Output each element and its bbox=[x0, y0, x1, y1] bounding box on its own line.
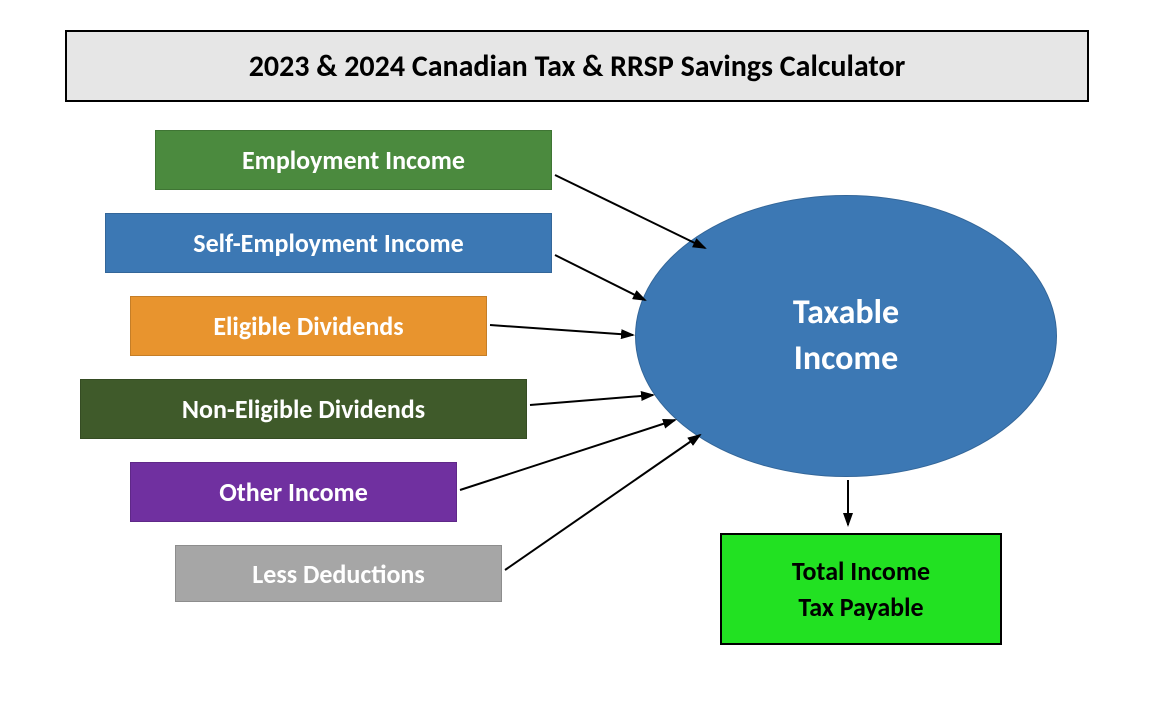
arrow-employment bbox=[555, 175, 705, 248]
box-label: Eligible Dividends bbox=[213, 310, 403, 342]
title-text: 2023 & 2024 Canadian Tax & RRSP Savings … bbox=[249, 48, 906, 85]
box-label: Non-Eligible Dividends bbox=[182, 393, 425, 425]
arrow-deductions bbox=[505, 435, 700, 570]
box-label: Employment Income bbox=[242, 144, 465, 176]
box-label: Less Deductions bbox=[252, 558, 425, 590]
box-non-eligible-dividends: Non-Eligible Dividends bbox=[80, 379, 527, 439]
ellipse-taxable-income: Taxable Income bbox=[635, 195, 1057, 477]
output-line2: Tax Payable bbox=[798, 589, 923, 625]
ellipse-line1: Taxable bbox=[793, 290, 899, 336]
arrow-noneligdiv bbox=[530, 395, 653, 405]
box-eligible-dividends: Eligible Dividends bbox=[130, 296, 487, 356]
box-employment-income: Employment Income bbox=[155, 130, 552, 190]
output-line1: Total Income bbox=[792, 553, 930, 589]
box-other-income: Other Income bbox=[130, 462, 457, 522]
box-total-income-tax-payable: Total Income Tax Payable bbox=[720, 533, 1002, 645]
box-less-deductions: Less Deductions bbox=[175, 545, 502, 602]
ellipse-line2: Income bbox=[794, 336, 898, 382]
arrow-selfemp bbox=[555, 255, 645, 300]
arrow-eligdiv bbox=[490, 325, 633, 335]
box-self-employment-income: Self-Employment Income bbox=[105, 213, 552, 273]
box-label: Self-Employment Income bbox=[193, 227, 463, 259]
title-bar: 2023 & 2024 Canadian Tax & RRSP Savings … bbox=[65, 30, 1089, 102]
box-label: Other Income bbox=[219, 476, 368, 508]
